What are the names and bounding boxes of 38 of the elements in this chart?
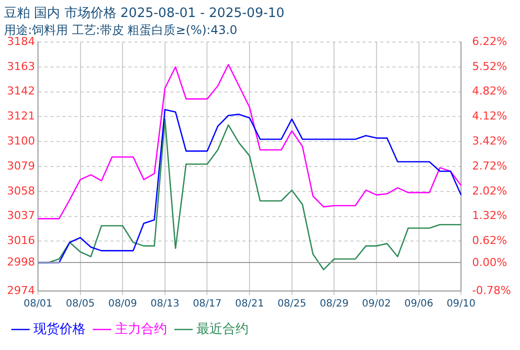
x-tick-label: 09/02: [362, 298, 391, 310]
y-tick-label: 3184: [6, 34, 35, 48]
x-tick-label: 08/25: [277, 298, 306, 310]
y2-tick-label: 2.02%: [472, 184, 508, 198]
chart-title: 豆粕 国内 市场价格 2025-08-01 - 2025-09-10: [4, 6, 284, 22]
legend-label: 主力合约: [115, 320, 167, 337]
y2-tick-label: 6.22%: [472, 34, 508, 48]
x-tick-label: 08/05: [66, 298, 95, 310]
y2-tick-label: 2.72%: [472, 159, 508, 172]
chart-subtitle: 用途:饲料用 工艺:带皮 粗蛋白质≥(%):43.0: [4, 22, 238, 37]
y2-tick-label: 0.62%: [472, 234, 508, 248]
y2-tick-label: 0.00%: [472, 256, 508, 270]
y-tick-label: 3121: [6, 110, 35, 123]
y-tick-label: 3016: [6, 234, 35, 248]
x-tick-label: 08/01: [24, 298, 52, 310]
y2-tick-label: 4.82%: [472, 84, 508, 98]
y2-tick-label: 5.52%: [472, 60, 508, 73]
y2-tick-label: 1.32%: [472, 209, 508, 222]
y-tick-label: 2998: [6, 255, 35, 268]
y-tick-label: 3100: [6, 134, 35, 148]
y2-tick-label: -0.78%: [472, 284, 512, 297]
y2-tick-label: 3.42%: [472, 134, 508, 148]
y-tick-label: 3079: [6, 159, 35, 172]
legend-label: 现货价格: [34, 322, 86, 337]
y-tick-label: 3163: [6, 60, 35, 73]
x-tick-label: 09/10: [446, 298, 476, 310]
y2-tick-label: 4.12%: [472, 110, 508, 123]
x-tick-label: 08/13: [150, 298, 180, 310]
x-tick-label: 09/06: [404, 298, 434, 310]
y-tick-label: 3037: [6, 209, 35, 222]
y-tick-label: 2974: [6, 284, 35, 297]
x-tick-label: 08/17: [192, 298, 222, 310]
y-tick-label: 3142: [6, 84, 35, 98]
legend-label: 最近合约: [196, 322, 248, 337]
x-tick-label: 08/21: [235, 298, 264, 310]
x-tick-label: 08/29: [320, 298, 349, 310]
y-tick-label: 3058: [6, 184, 35, 198]
x-tick-label: 08/09: [108, 298, 138, 310]
